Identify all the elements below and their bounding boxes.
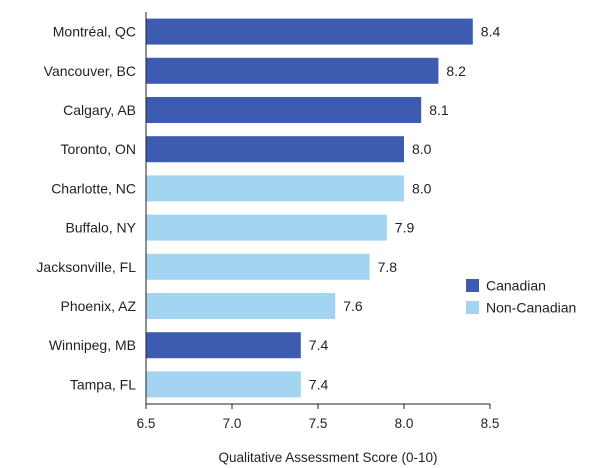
category-label: Montréal, QC bbox=[53, 24, 136, 40]
category-label: Winnipeg, MB bbox=[49, 337, 136, 353]
legend: Canadian Non-Canadian bbox=[466, 278, 576, 316]
bar bbox=[146, 332, 301, 359]
value-label: 7.6 bbox=[343, 298, 363, 314]
x-tick-label: 6.5 bbox=[137, 416, 156, 431]
category-label: Phoenix, AZ bbox=[61, 298, 137, 314]
value-label: 8.0 bbox=[412, 180, 432, 196]
x-axis-title: Qualitative Assessment Score (0-10) bbox=[218, 450, 437, 465]
category-label: Calgary, AB bbox=[63, 102, 136, 118]
value-labels: 8.4 8.2 8.1 8.0 8.0 7.9 7.8 7.6 7.4 7.4 bbox=[309, 24, 501, 393]
value-label: 7.4 bbox=[309, 376, 329, 392]
legend-label: Non-Canadian bbox=[486, 300, 576, 316]
category-label: Tampa, FL bbox=[70, 376, 136, 392]
axes-group bbox=[145, 12, 491, 409]
legend-swatch bbox=[466, 301, 479, 314]
x-tick-label: 8.0 bbox=[395, 416, 414, 431]
bar bbox=[146, 175, 404, 202]
value-label: 8.4 bbox=[481, 24, 501, 40]
category-labels: Montréal, QC Vancouver, BC Calgary, AB Toro… bbox=[36, 24, 136, 393]
bar bbox=[146, 371, 301, 398]
value-label: 7.4 bbox=[309, 337, 329, 353]
bar bbox=[146, 253, 370, 280]
value-label: 8.0 bbox=[412, 141, 432, 157]
bars-group bbox=[146, 18, 473, 398]
bar bbox=[146, 136, 404, 163]
value-label: 7.9 bbox=[395, 220, 415, 236]
legend-label: Canadian bbox=[486, 278, 546, 294]
category-label: Toronto, ON bbox=[61, 141, 136, 157]
value-label: 7.8 bbox=[378, 259, 398, 275]
legend-swatch bbox=[466, 279, 479, 292]
x-tick-label: 7.5 bbox=[309, 416, 328, 431]
x-tick-label: 7.0 bbox=[223, 416, 242, 431]
bar bbox=[146, 97, 422, 123]
bar bbox=[146, 214, 387, 241]
bar bbox=[146, 18, 473, 45]
bar bbox=[146, 57, 439, 84]
x-tick-label: 8.5 bbox=[481, 416, 500, 431]
value-label: 8.2 bbox=[446, 63, 466, 79]
category-label: Vancouver, BC bbox=[44, 63, 136, 79]
bar bbox=[146, 293, 336, 319]
x-tick-labels: 6.5 7.0 7.5 8.0 8.5 bbox=[137, 416, 500, 431]
category-label: Charlotte, NC bbox=[51, 180, 136, 196]
category-label: Jacksonville, FL bbox=[36, 259, 136, 275]
value-label: 8.1 bbox=[429, 102, 449, 118]
category-label: Buffalo, NY bbox=[65, 220, 136, 236]
